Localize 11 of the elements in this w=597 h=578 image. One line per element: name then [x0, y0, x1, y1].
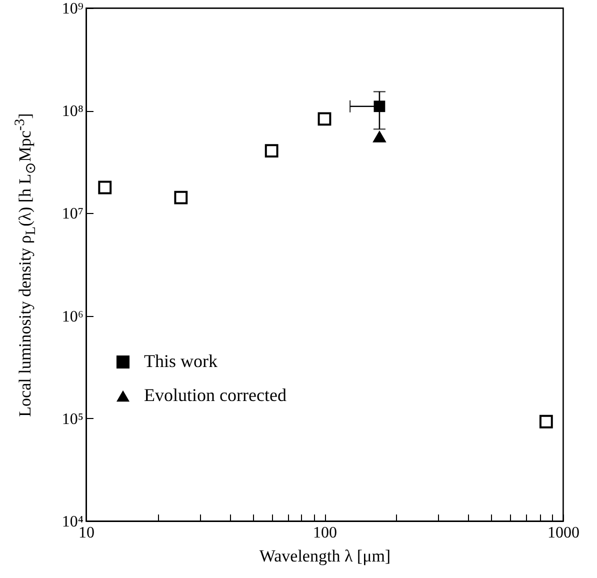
y-tick-label: 10⁶ — [62, 308, 84, 326]
y-tick-label: 10⁵ — [62, 410, 84, 428]
legend-label: This work — [144, 351, 218, 371]
y-tick-label: 10⁷ — [62, 206, 84, 223]
y-tick-label: 10⁸ — [62, 103, 84, 120]
y-tick-label: 10⁹ — [62, 0, 84, 18]
x-tick-label: 10 — [78, 524, 94, 542]
x-tick-label: 100 — [313, 524, 337, 542]
x-axis-title: Wavelength λ [μm] — [259, 546, 391, 566]
x-tick-label: 1000 — [548, 524, 580, 542]
legend-label: Evolution corrected — [144, 385, 286, 405]
